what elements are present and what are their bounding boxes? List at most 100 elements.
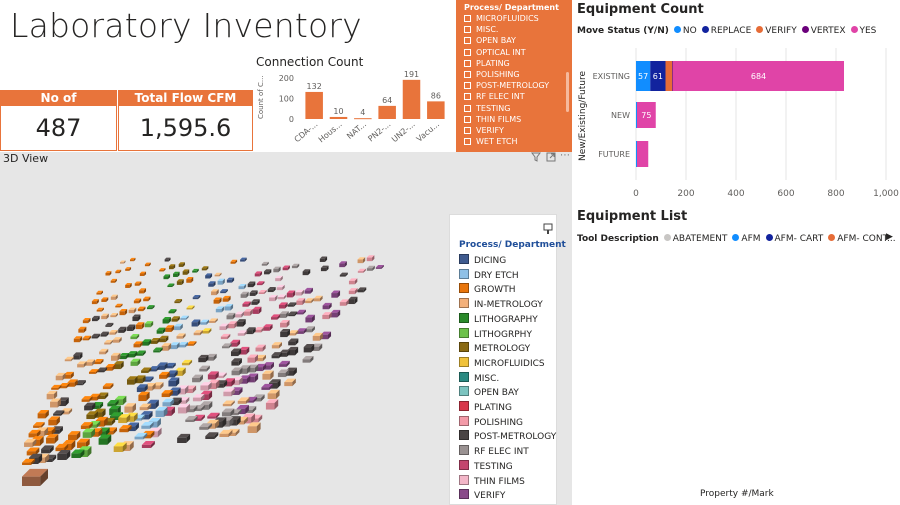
equipment-block[interactable] [82,317,91,324]
equipment-block[interactable] [147,399,159,409]
equipment-block[interactable] [311,343,323,351]
equipment-block[interactable] [322,312,332,320]
equipment-block[interactable] [211,289,219,296]
equipment-block[interactable] [115,395,127,406]
equipment-block[interactable] [46,434,59,444]
equipment-block[interactable] [247,422,261,433]
equipment-block[interactable] [165,325,175,332]
equipment-block[interactable] [366,265,375,271]
equipment-block[interactable] [220,333,231,340]
equipment-block[interactable] [221,408,235,417]
flow-card[interactable]: Total Flow CFM 1,595.6 [118,90,253,151]
equipment-block[interactable] [339,272,348,277]
equipment-block[interactable] [173,271,180,277]
legend-item-label[interactable]: REPLACE [710,26,752,36]
equipment-block[interactable] [143,376,154,382]
equipment-block[interactable] [91,299,99,305]
equipment-block[interactable] [263,324,273,331]
equipment-block[interactable] [296,328,307,334]
equipment-block[interactable] [120,260,126,264]
equipment-block[interactable] [255,344,266,352]
equipment-block[interactable] [64,371,74,379]
equipment-block[interactable] [170,342,180,350]
equipment-block[interactable] [142,339,152,346]
equipment-block[interactable] [119,352,129,360]
equipment-block[interactable] [157,362,168,370]
equipment-block[interactable] [115,303,123,308]
equipment-block[interactable] [168,377,180,387]
equipment-block[interactable] [96,307,104,312]
equipment-block[interactable] [287,302,297,307]
equipment-block[interactable] [82,428,95,438]
equipment-block[interactable] [115,269,122,274]
equipment-block[interactable] [110,312,118,318]
equipment-block[interactable] [182,269,190,275]
equipment-block[interactable] [156,327,166,334]
equipment-block[interactable] [101,297,109,302]
equipment-block[interactable] [171,316,180,322]
slicer-scrollbar[interactable] [566,72,569,112]
slicer-item[interactable]: VERIFY [464,125,504,136]
equipment-block[interactable] [161,343,172,351]
equipment-block[interactable] [78,326,87,333]
legend-item[interactable]: DICING [459,254,506,266]
checkbox[interactable] [464,26,471,34]
equipment-block[interactable] [73,336,83,343]
equipment-block[interactable] [271,314,281,320]
equipment-block[interactable] [134,281,142,286]
filter-icon[interactable] [531,152,541,165]
equipment-block[interactable] [137,306,146,312]
equipment-block[interactable] [228,321,238,329]
equipment-block[interactable] [237,397,250,404]
equipment-block[interactable] [180,315,189,320]
equipment-block[interactable] [287,346,299,356]
legend-item-label[interactable]: AFM- CONT... [837,234,896,244]
equipment-block[interactable] [215,306,225,313]
equipment-block[interactable] [105,364,116,371]
equipment-block[interactable] [269,294,278,302]
equipment-block[interactable] [144,262,151,267]
slicer-item[interactable]: MICROFLUIDICS [464,13,539,24]
equipment-block[interactable] [168,309,177,314]
equipment-block[interactable] [223,388,235,397]
connection-count-chart[interactable]: Connection Count Count of C... 0 100 200 132… [256,55,456,152]
equipment-block[interactable] [105,322,114,327]
equipment-block[interactable] [141,367,152,373]
equipment-block[interactable] [127,324,136,331]
equipment-block[interactable] [161,390,173,398]
equipment-block[interactable] [230,259,238,264]
equipment-block[interactable] [254,271,263,277]
equipment-block[interactable] [282,265,290,271]
equipment-block[interactable] [296,298,306,305]
equipment-block[interactable] [64,356,74,362]
equipment-block[interactable] [135,375,146,384]
equipment-list-panel[interactable]: Equipment List Tool Description ABATEMENT… [574,205,900,505]
equipment-block[interactable] [177,403,190,414]
equipment-block[interactable] [192,294,201,300]
equipment-block[interactable] [119,425,132,433]
equipment-block[interactable] [243,308,253,316]
equipment-block[interactable] [348,296,358,305]
equipment-block[interactable] [277,369,290,378]
equipment-block[interactable] [366,255,375,262]
equipment-block[interactable] [186,305,195,310]
checkbox[interactable] [464,71,471,78]
equipment-block[interactable] [262,370,274,380]
connections-card[interactable]: No of Connnections 487 [0,90,117,151]
equipment-block[interactable] [273,266,281,273]
equipment-block[interactable] [226,312,236,320]
equipment-block[interactable] [130,257,136,262]
equipment-block[interactable] [206,353,217,361]
equipment-block[interactable] [207,412,220,419]
checkbox[interactable] [464,59,471,67]
equipment-block[interactable] [230,339,241,347]
equipment-block[interactable] [219,323,229,331]
equipment-block[interactable] [110,294,118,300]
equipment-block[interactable] [126,376,138,385]
equipment-block[interactable] [134,432,148,440]
equipment-block[interactable] [302,356,314,363]
legend-item-label[interactable]: NO [682,26,697,36]
slicer-item[interactable]: THIN FILMS [464,114,521,125]
equipment-block[interactable] [141,441,155,448]
equipment-block[interactable] [113,442,127,452]
